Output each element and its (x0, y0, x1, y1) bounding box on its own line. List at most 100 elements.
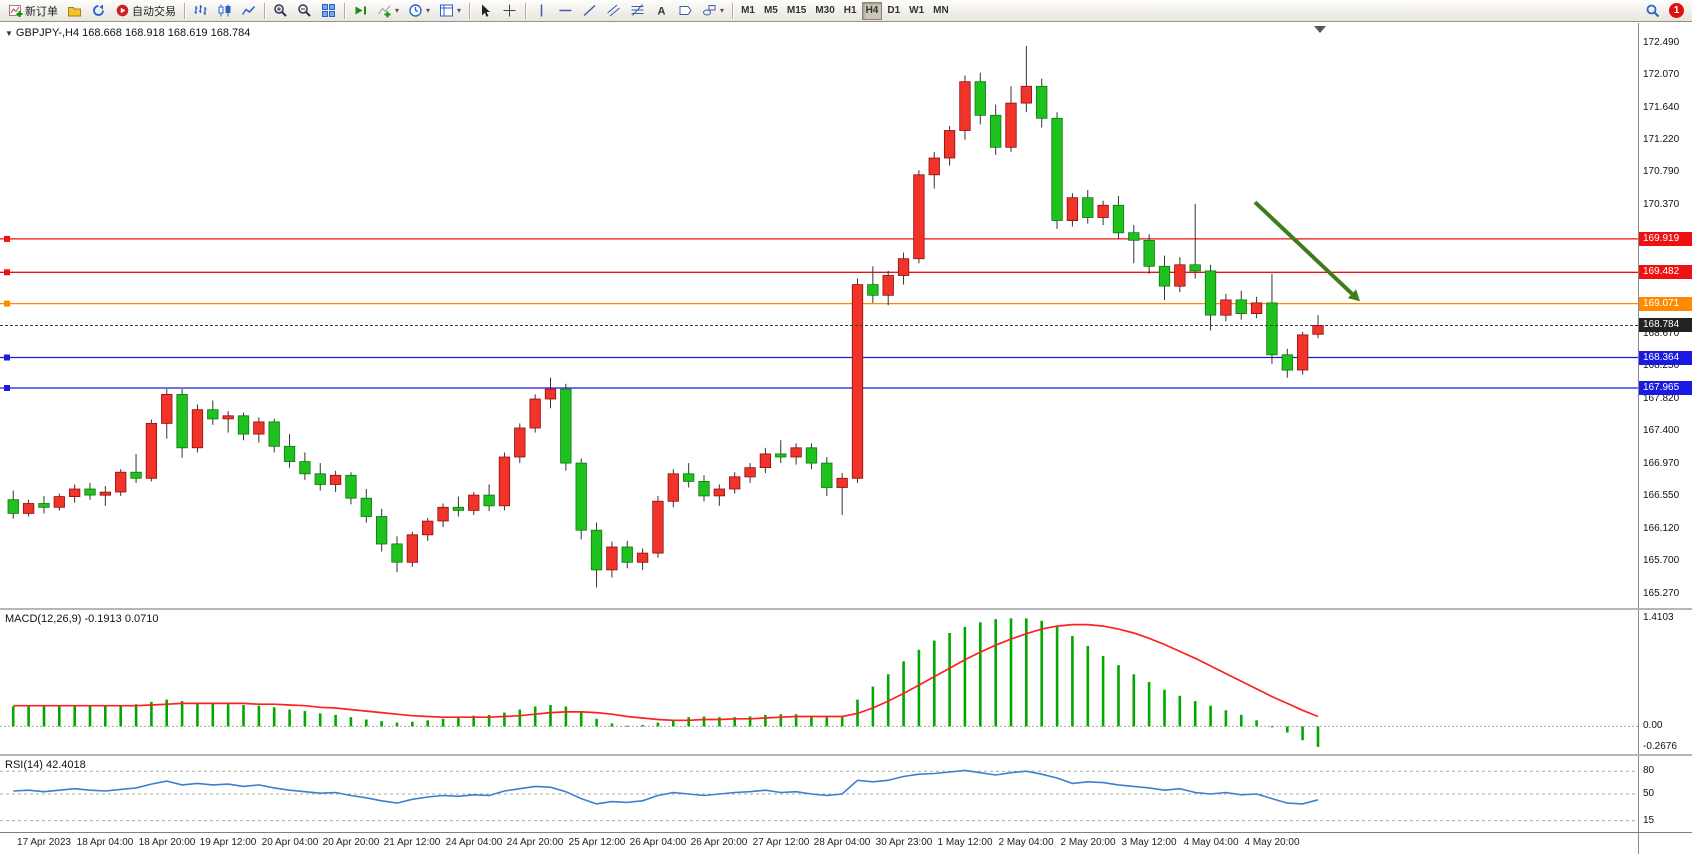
toolbar-separator (264, 2, 265, 19)
candle-body (636, 552, 649, 563)
cursor-button[interactable] (474, 1, 497, 21)
macd-bar (1224, 710, 1228, 727)
chart-shift-marker[interactable] (1314, 26, 1326, 33)
macd-bar (871, 686, 875, 727)
hline-handle[interactable] (4, 235, 10, 242)
macd-panel[interactable]: MACD(12,26,9) -0.1913 0.0710 (0, 610, 1638, 754)
toolbar-separator (184, 2, 185, 19)
candle-body (422, 520, 434, 536)
hline-handle[interactable] (4, 354, 10, 361)
new-order-button[interactable]: 新订单 (4, 1, 62, 21)
bar-chart-button[interactable] (189, 1, 212, 21)
crosshair-button[interactable] (498, 1, 521, 21)
refresh-button[interactable] (87, 1, 110, 21)
time-label: 21 Apr 12:00 (383, 837, 441, 848)
candle-body (1189, 264, 1201, 272)
price-badge-169.482: 169.482 (1639, 265, 1692, 279)
notification-badge[interactable]: 1 (1669, 3, 1684, 18)
autotrading-button[interactable]: 自动交易 (111, 1, 180, 21)
macd-bar (1286, 726, 1289, 733)
hline-handle[interactable] (4, 300, 10, 307)
profiles-button[interactable] (63, 1, 86, 21)
chevron-down-icon: ▾ (720, 6, 725, 15)
candle-body (1143, 239, 1155, 267)
macd-bar (933, 640, 936, 727)
time-axis[interactable]: 17 Apr 2023 18 Apr 04:00 18 Apr 20:00 19 Ap… (0, 832, 1638, 854)
time-label: 26 Apr 20:00 (690, 837, 748, 848)
rsi-axis[interactable]: 80 50 15 (1638, 756, 1692, 832)
timeframe-d1[interactable]: D1 (883, 2, 904, 20)
candle-body (1220, 299, 1232, 316)
timeframe-m1[interactable]: M1 (737, 2, 759, 20)
macd-bar (257, 705, 261, 727)
horizontal-line-icon (558, 3, 573, 18)
timeframe-w1[interactable]: W1 (905, 2, 928, 20)
text-button[interactable]: A (650, 1, 673, 21)
macd-bar (1132, 674, 1136, 727)
hline-handle[interactable] (4, 269, 10, 276)
search-button[interactable] (1641, 1, 1664, 21)
rsi-axis-label: 50 (1643, 788, 1655, 799)
zoom-in-button[interactable] (269, 1, 292, 21)
macd-bar (503, 712, 506, 727)
time-label: 25 Apr 12:00 (568, 837, 626, 848)
timeframe-m30[interactable]: M30 (811, 2, 838, 20)
trendline-button[interactable] (578, 1, 601, 21)
macd-bar (349, 717, 353, 727)
macd-bar (211, 703, 215, 727)
timeframe-m15[interactable]: M15 (783, 2, 810, 20)
candle-body (437, 506, 449, 522)
timeframe-m5[interactable]: M5 (760, 2, 782, 20)
text-icon: A (654, 3, 669, 18)
candle-body (590, 529, 603, 571)
vertical-line-button[interactable] (530, 1, 553, 21)
macd-bar (380, 721, 383, 727)
macd-bar (73, 705, 76, 727)
time-label: 4 May 04:00 (1183, 837, 1239, 848)
cursor-icon (478, 3, 493, 18)
candle-body (115, 471, 127, 493)
fibonacci-button[interactable] (626, 1, 649, 21)
trend-arrow[interactable] (1253, 200, 1354, 296)
line-chart-button[interactable] (237, 1, 260, 21)
time-label: 1 May 12:00 (937, 837, 993, 848)
hline-handle[interactable] (4, 385, 10, 391)
auto-scroll-button[interactable] (349, 1, 372, 21)
channel-icon (606, 3, 621, 18)
symbol-ohlc-text: GBPJPY-,H4 168.668 168.918 168.619 168.7… (15, 27, 251, 39)
zoom-out-button[interactable] (293, 1, 316, 21)
templates-button[interactable]: ▾ (435, 1, 465, 21)
price-chart[interactable]: ▼ GBPJPY-,H4 168.668 168.918 168.619 168.… (0, 23, 1638, 608)
macd-bar (395, 722, 399, 727)
timeframe-h4[interactable]: H4 (861, 1, 883, 20)
macd-bar (134, 704, 138, 727)
candle-body (283, 445, 296, 462)
price-tick: 165.700 (1643, 555, 1680, 566)
timeframe-h1[interactable]: H1 (840, 2, 861, 20)
periods-button[interactable]: ▾ (404, 1, 434, 21)
macd-bar (1193, 701, 1197, 727)
tile-windows-button[interactable] (317, 1, 340, 21)
collapse-arrow-icon[interactable]: ▼ (5, 29, 13, 38)
candle-body (1066, 197, 1079, 221)
rsi-panel[interactable]: RSI(14) 42.4018 (0, 756, 1638, 832)
time-label: 20 Apr 04:00 (261, 837, 319, 848)
price-tick: 167.400 (1643, 425, 1680, 436)
macd-bar (1316, 726, 1320, 747)
price-axis[interactable]: 172.490 172.070 171.640 171.220 170.790 170.3… (1638, 23, 1692, 608)
draw-more-button[interactable]: ▾ (698, 1, 728, 21)
arrow-label-button[interactable] (674, 1, 697, 21)
indicators-button[interactable]: ▾ (373, 1, 403, 21)
macd-axis[interactable]: 1.4103 0.00 -0.2676 (1638, 610, 1692, 754)
candle-body (468, 494, 480, 511)
macd-bar (948, 633, 951, 727)
time-label: 4 May 20:00 (1244, 837, 1300, 848)
channel-button[interactable] (602, 1, 625, 21)
chevron-down-icon: ▾ (395, 6, 400, 15)
macd-bar (794, 714, 798, 727)
macd-bar (748, 716, 752, 727)
candle-chart-button[interactable] (213, 1, 236, 21)
timeframe-mn[interactable]: MN (929, 2, 953, 20)
macd-axis-label: 1.4103 (1643, 612, 1674, 623)
horizontal-line-button[interactable] (554, 1, 577, 21)
